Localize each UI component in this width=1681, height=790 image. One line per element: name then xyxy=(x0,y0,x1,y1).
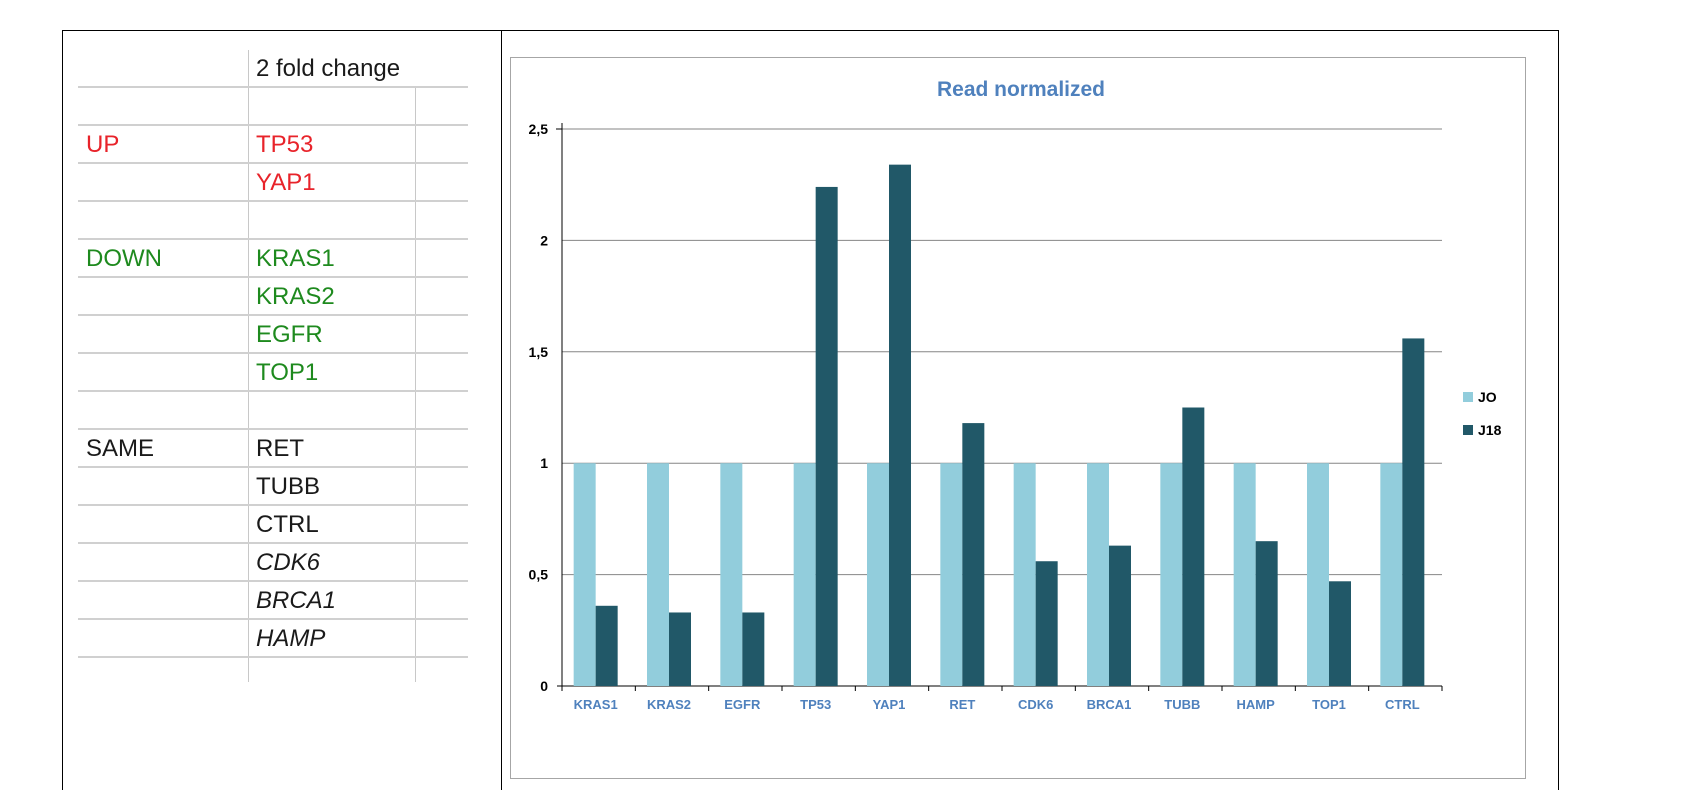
table-row: TOP1 xyxy=(78,354,468,392)
bar-j18 xyxy=(889,164,911,686)
y-tick-label: 0,5 xyxy=(529,567,549,583)
figure-frame xyxy=(62,30,1559,790)
legend-swatch-j18 xyxy=(1463,425,1473,435)
table-row: UP TP53 xyxy=(78,126,468,164)
bar-jo xyxy=(1087,463,1109,686)
y-tick-label: 1 xyxy=(540,455,548,471)
category-label: KRAS1 xyxy=(574,697,618,712)
category-label: KRAS2 xyxy=(647,697,691,712)
gene-name: BRCA1 xyxy=(256,587,337,614)
table-header-row: 2 fold change xyxy=(78,50,468,88)
gene-name: CTRL xyxy=(256,511,319,538)
bar-j18 xyxy=(1035,561,1058,686)
group-label: DOWN xyxy=(86,245,162,272)
column-divider xyxy=(248,50,249,682)
category-label: TP53 xyxy=(800,697,831,712)
table-row: SAME RET xyxy=(78,430,468,468)
category-label: EGFR xyxy=(724,697,761,712)
group-label: UP xyxy=(86,131,120,158)
table-row xyxy=(78,392,468,430)
gene-name: CDK6 xyxy=(256,549,321,576)
legend-label: J18 xyxy=(1478,422,1502,438)
bar-jo xyxy=(1160,463,1183,686)
table-row: KRAS2 xyxy=(78,278,468,316)
category-label: BRCA1 xyxy=(1087,697,1132,712)
y-tick-label: 2,5 xyxy=(529,121,549,137)
category-label: CTRL xyxy=(1385,697,1420,712)
gene-name: YAP1 xyxy=(256,169,316,196)
table-header: 2 fold change xyxy=(256,55,401,82)
table-row: YAP1 xyxy=(78,164,468,202)
column-divider xyxy=(415,88,416,682)
bar-jo xyxy=(573,463,596,686)
bar-jo xyxy=(940,463,963,686)
category-label: CDK6 xyxy=(1018,697,1053,712)
bar-jo xyxy=(867,463,889,686)
bar-jo xyxy=(720,463,743,686)
bar-j18 xyxy=(815,186,838,687)
table-row xyxy=(78,202,468,240)
bar-j18 xyxy=(1109,545,1131,686)
gene-table: 2 fold change UP TP53 YAP1 DOWN KRAS1 KRAS2 EG… xyxy=(78,50,468,682)
chart-area: Read normalized 0 0,5 1 1,5 2 2,5 KRAS1 KRAS2 EGF… xyxy=(510,57,1526,779)
category-label: TOP1 xyxy=(1312,697,1346,712)
bar-jo xyxy=(1380,463,1403,686)
table-row: CTRL xyxy=(78,506,468,544)
legend-label: JO xyxy=(1478,389,1497,405)
bar-chart: Read normalized 0 0,5 1 1,5 2 2,5 KRAS1 KRAS2 EGF… xyxy=(529,78,1502,712)
group-label: SAME xyxy=(86,435,155,462)
gene-name: EGFR xyxy=(256,321,323,348)
chart-title: Read normalized xyxy=(937,78,1105,101)
gene-name: HAMP xyxy=(256,625,326,652)
category-label: TUBB xyxy=(1164,697,1200,712)
panel-divider xyxy=(501,30,502,790)
gene-name: TUBB xyxy=(256,473,321,500)
table-row: DOWN KRAS1 xyxy=(78,240,468,278)
bar-jo xyxy=(793,463,816,686)
gene-name: KRAS2 xyxy=(256,283,335,310)
bar-j18 xyxy=(669,612,691,686)
bar-j18 xyxy=(1402,338,1425,686)
category-label: YAP1 xyxy=(873,697,906,712)
table-row: HAMP xyxy=(78,620,468,658)
table-row: TUBB xyxy=(78,468,468,506)
bar-jo xyxy=(1233,463,1256,686)
bar-j18 xyxy=(1329,581,1351,686)
y-tick-label: 1,5 xyxy=(529,344,549,360)
bar-j18 xyxy=(1255,541,1278,686)
legend-swatch-jo xyxy=(1463,392,1473,402)
table-row xyxy=(78,88,468,126)
bar-j18 xyxy=(595,605,618,686)
category-label: HAMP xyxy=(1237,697,1276,712)
table-row: EGFR xyxy=(78,316,468,354)
y-tick-label: 0 xyxy=(540,678,548,694)
y-tick-label: 2 xyxy=(540,232,548,248)
gene-name: KRAS1 xyxy=(256,245,335,272)
category-label: RET xyxy=(949,697,975,712)
bar-j18 xyxy=(742,612,765,686)
gene-name: TP53 xyxy=(256,131,314,158)
bar-j18 xyxy=(1182,407,1205,686)
bar-jo xyxy=(647,463,669,686)
table-row: CDK6 xyxy=(78,544,468,582)
gene-name: TOP1 xyxy=(256,359,319,386)
bar-jo xyxy=(1307,463,1329,686)
gene-name: RET xyxy=(256,435,304,462)
table-row: BRCA1 xyxy=(78,582,468,620)
bar-j18 xyxy=(962,423,985,686)
bar-jo xyxy=(1013,463,1036,686)
